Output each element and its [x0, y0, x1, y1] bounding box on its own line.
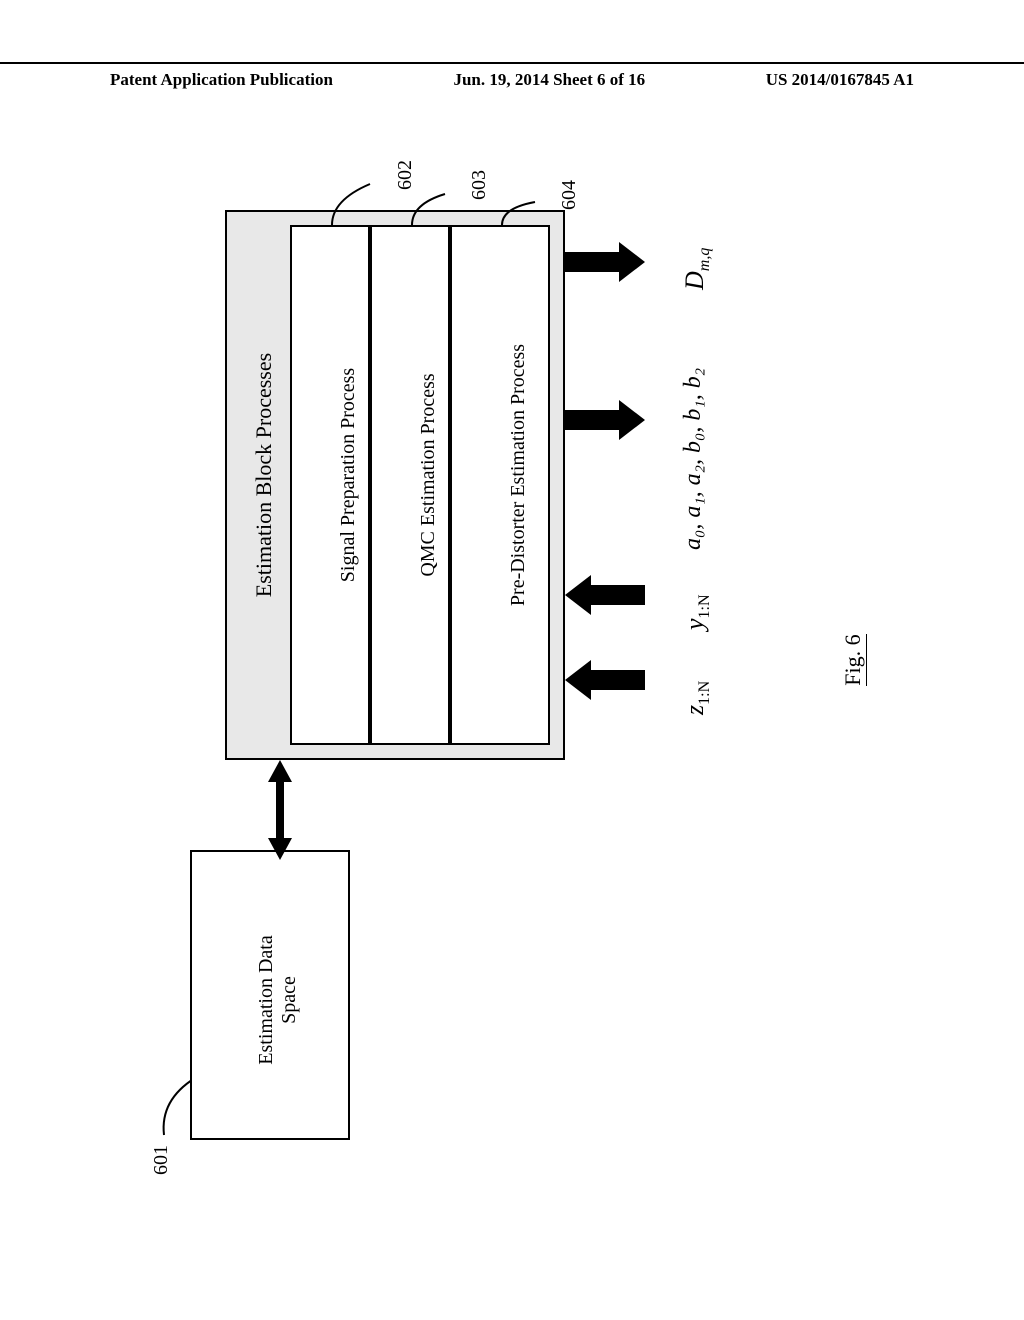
header-left: Patent Application Publication: [110, 70, 333, 90]
header-right: US 2014/0167845 A1: [766, 70, 914, 90]
figure-label: Fig. 6: [840, 610, 866, 710]
io-D: Dm,q: [680, 248, 714, 290]
io-ab-list: a₀, a₁, a₂, b₀, b₁, b₂: [680, 368, 707, 550]
process-row-3-box: [450, 225, 550, 745]
page: Patent Application Publication Jun. 19, …: [0, 0, 1024, 1320]
figure-6-diagram: 601 Estimation Data Space Estimation Blo…: [110, 170, 914, 1190]
io-y-var: y: [680, 618, 709, 630]
io-z: z1:N: [680, 681, 714, 715]
io-z-var: z: [680, 705, 709, 715]
io-D-var: D: [680, 271, 709, 290]
estimation-data-space-label: Estimation Data Space: [255, 870, 301, 1130]
process-row-2-label: QMC Estimation Process: [417, 225, 440, 725]
arrow-in-z: [565, 650, 645, 710]
io-y: y1:N: [680, 594, 714, 630]
arrow-out-ab: [565, 390, 645, 450]
page-header: Patent Application Publication Jun. 19, …: [0, 62, 1024, 90]
figure-label-text: Fig. 6: [840, 634, 867, 685]
header-row: Patent Application Publication Jun. 19, …: [0, 70, 1024, 90]
refnum-604: 604: [558, 180, 581, 210]
refnum-602: 602: [394, 160, 417, 190]
header-center: Jun. 19, 2014 Sheet 6 of 16: [453, 70, 645, 90]
arrow-in-y: [565, 565, 645, 625]
io-D-sub: m,q: [696, 248, 713, 272]
refnum-603: 603: [468, 170, 491, 200]
io-z-sub: 1:N: [696, 681, 713, 705]
io-y-sub: 1:N: [696, 594, 713, 618]
process-row-1-label: Signal Preparation Process: [337, 225, 360, 725]
estimation-block-processes-title: Estimation Block Processes: [251, 225, 277, 725]
arrow-out-D: [565, 232, 645, 292]
leaders-602-604: [310, 170, 570, 230]
double-arrow-dataspace-processes: [260, 760, 300, 860]
process-row-3-label: Pre-Distorter Estimation Process: [507, 225, 530, 725]
